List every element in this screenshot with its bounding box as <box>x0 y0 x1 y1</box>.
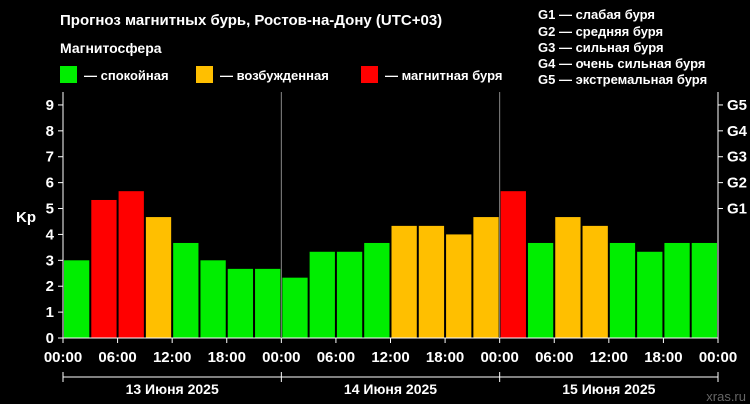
y-tick-label: 2 <box>46 278 54 295</box>
y-axis-label: Kp <box>16 209 36 226</box>
g-legend-item-g1: G1 — слабая буря <box>538 7 655 22</box>
y-tick-label: 7 <box>46 149 54 166</box>
legend-swatch-active <box>196 66 213 83</box>
x-tick-label: 00:00 <box>44 349 82 366</box>
bar <box>91 199 117 338</box>
y-tick-label: 9 <box>46 97 54 114</box>
chart-title: Прогноз магнитных бурь, Ростов-на-Дону (… <box>60 12 442 29</box>
bar <box>582 225 608 338</box>
x-tick-label: 00:00 <box>699 349 737 366</box>
g-tick-label: G5 <box>727 97 747 114</box>
y-tick-label: 6 <box>46 175 54 192</box>
bar <box>664 242 690 338</box>
bar <box>118 191 144 338</box>
x-tick-label: 06:00 <box>535 349 573 366</box>
legend-label-active: — возбужденная <box>220 68 329 83</box>
x-tick-label: 18:00 <box>208 349 246 366</box>
bar <box>527 242 554 338</box>
bar <box>255 268 281 338</box>
bar <box>227 268 254 338</box>
legend-label-storm: — магнитная буря <box>385 68 502 83</box>
plot-area: 0 1 2 3 4 5 6 7 8 9 G1 G2 G3 G4 G5 00:00 06:00 12:00 18:00… <box>44 92 748 397</box>
g-legend-item-g2: G2 — средняя буря <box>538 24 663 39</box>
bar <box>364 242 390 338</box>
legend-heading: Магнитосфера <box>60 40 162 56</box>
bar <box>500 191 526 338</box>
legend-label-quiet: — спокойная <box>84 68 169 83</box>
g-tick-label: G4 <box>727 123 748 140</box>
x-tick-label: 12:00 <box>371 349 409 366</box>
g-legend-item-g5: G5 — экстремальная буря <box>538 72 707 87</box>
g-tick-label: G2 <box>727 175 747 192</box>
x-tick-label: 18:00 <box>644 349 682 366</box>
y-tick-label: 3 <box>46 252 54 269</box>
bar <box>446 234 472 338</box>
x-tick-label: 12:00 <box>153 349 191 366</box>
g-tick-label: G3 <box>727 149 747 166</box>
bar <box>200 260 226 338</box>
y-tick-label: 8 <box>46 123 54 140</box>
y-tick-label: 4 <box>46 226 55 243</box>
x-tick-label: 00:00 <box>262 349 300 366</box>
y-tick-label: 1 <box>46 304 54 321</box>
watermark: xras.ru <box>706 389 746 404</box>
bar <box>555 217 581 338</box>
x-tick-label: 06:00 <box>317 349 355 366</box>
legend-swatch-storm <box>361 66 378 83</box>
g-legend-item-g4: G4 — очень сильная буря <box>538 56 705 71</box>
bar <box>391 225 417 338</box>
x-tick-label: 18:00 <box>426 349 464 366</box>
legend: — спокойная — возбужденная — магнитная б… <box>60 66 502 83</box>
bar <box>309 251 335 338</box>
y-tick-label: 5 <box>46 201 54 218</box>
bar <box>637 251 663 338</box>
bar <box>145 217 172 338</box>
x-tick-label: 12:00 <box>590 349 628 366</box>
x-tick-label: 00:00 <box>480 349 518 366</box>
day-label: 14 Июня 2025 <box>344 381 437 397</box>
day-label: 15 Июня 2025 <box>562 381 655 397</box>
bar <box>336 251 363 338</box>
legend-swatch-quiet <box>60 66 77 83</box>
bar <box>64 260 90 338</box>
day-label: 13 Июня 2025 <box>126 381 219 397</box>
y-tick-label: 0 <box>46 330 54 347</box>
g-scale-legend: G1 — слабая буря G2 — средняя буря G3 — … <box>538 7 707 87</box>
bar <box>473 217 499 338</box>
x-tick-label: 06:00 <box>98 349 136 366</box>
bar <box>173 242 199 338</box>
g-legend-item-g3: G3 — сильная буря <box>538 40 664 55</box>
bar <box>609 242 636 338</box>
bar <box>282 277 308 338</box>
bar <box>418 225 445 338</box>
g-tick-label: G1 <box>727 201 747 218</box>
bar <box>691 242 717 338</box>
